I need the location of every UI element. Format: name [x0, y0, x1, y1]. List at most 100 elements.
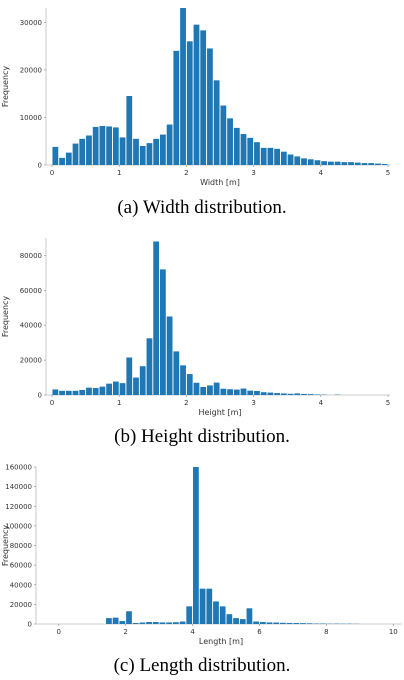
- y-tick-label: 10000: [20, 114, 42, 122]
- histogram-bar: [294, 393, 301, 395]
- histogram-bar: [159, 269, 166, 395]
- histogram-bar: [72, 390, 79, 395]
- histogram-bar: [334, 161, 341, 165]
- length-histogram: 0 2 4 6 8 10 0 20000 40000 60000 80000 100000 120000…: [1, 464, 402, 646]
- histogram-bar: [72, 143, 79, 165]
- histogram-bar: [213, 80, 220, 165]
- histogram-bar: [233, 127, 240, 165]
- histogram-bar: [119, 621, 126, 624]
- histogram-bar: [259, 622, 266, 624]
- histogram-bar: [59, 390, 65, 395]
- histogram-bar: [233, 389, 240, 395]
- x-tick-label: 0: [56, 628, 60, 636]
- histogram-bar: [219, 606, 226, 624]
- histogram-bar: [240, 134, 247, 165]
- histogram-bar: [280, 151, 287, 165]
- histogram-bar: [327, 161, 334, 165]
- histogram-bar: [112, 381, 119, 395]
- histogram-bar: [267, 147, 274, 165]
- histogram-bar: [173, 351, 180, 395]
- y-tick-label: 120000: [5, 503, 32, 511]
- x-tick-label: 2: [184, 399, 188, 407]
- histogram-bar: [294, 156, 301, 165]
- histogram-bar: [92, 388, 99, 395]
- histogram-bar: [146, 143, 153, 165]
- y-tick-label: 160000: [5, 464, 32, 472]
- histogram-bar: [341, 162, 348, 165]
- histogram-bar: [253, 621, 260, 624]
- histogram-bar: [52, 146, 59, 165]
- y-tick-label: 60000: [10, 562, 32, 570]
- histogram-bar: [112, 127, 119, 165]
- x-tick-label: 2: [184, 169, 188, 177]
- x-tick-label: 6: [257, 628, 262, 636]
- histogram-bar: [267, 392, 274, 395]
- histogram-bar: [166, 124, 173, 165]
- histogram-bar: [126, 96, 133, 165]
- histogram-bar: [119, 383, 126, 395]
- y-tick-label: 80000: [20, 252, 42, 260]
- histogram-bar: [173, 50, 180, 166]
- x-tick-label: 8: [324, 628, 328, 636]
- histogram-bar: [133, 138, 139, 165]
- histogram-bar: [133, 377, 139, 395]
- histogram-bar: [206, 588, 213, 624]
- y-tick-label: 80000: [10, 542, 32, 550]
- histogram-bar: [213, 601, 219, 624]
- histogram-bar: [348, 162, 354, 165]
- histogram-bar: [301, 393, 307, 395]
- y-tick-label: 30000: [20, 19, 42, 27]
- histogram-bar: [126, 357, 133, 395]
- histogram-bar: [247, 137, 254, 165]
- histogram-bar: [200, 30, 207, 165]
- caption-width: (a) Width distribution.: [117, 197, 287, 218]
- histogram-bar: [233, 618, 239, 624]
- histogram-bar: [139, 145, 146, 165]
- histogram-bar: [200, 386, 207, 395]
- histogram-bar: [99, 386, 106, 395]
- histogram-bar: [153, 241, 160, 395]
- panel-height: 0 1 2 3 4 5 0 20000 40000 60000 80000 Height [m] Fre…: [0, 228, 404, 448]
- histogram-bar: [139, 366, 146, 395]
- histogram-bar: [307, 394, 314, 395]
- y-tick-label: 20000: [20, 66, 42, 74]
- histogram-bar: [274, 148, 281, 165]
- histogram-bar: [354, 162, 361, 165]
- histogram-bar: [106, 383, 113, 395]
- histogram-bar: [286, 623, 293, 624]
- histogram-bar: [186, 41, 193, 165]
- caption-height: (b) Height distribution.: [114, 426, 290, 447]
- histogram-bar: [166, 316, 173, 395]
- histogram-bar: [166, 622, 173, 624]
- histogram-bar: [193, 24, 200, 165]
- histogram-bar: [260, 147, 267, 165]
- histogram-bar: [86, 135, 92, 165]
- histogram-bar: [280, 393, 287, 395]
- x-tick-label: 4: [190, 628, 195, 636]
- y-tick-label: 20000: [20, 357, 42, 365]
- histogram-bar: [79, 138, 86, 165]
- y-tick-label: 0: [28, 621, 32, 629]
- caption-length: (c) Length distribution.: [113, 655, 291, 676]
- x-tick-label: 5: [386, 169, 390, 177]
- histogram-bar: [139, 622, 146, 624]
- histogram-bar: [220, 105, 227, 165]
- histogram-bar: [152, 622, 159, 624]
- x-tick-label: 10: [389, 628, 398, 636]
- histogram-bar: [207, 385, 213, 395]
- y-axis-label: Frequency: [1, 525, 10, 567]
- width-histogram: 0 1 2 3 4 5 0 10000 20000 30000 Width [m] Frequency: [1, 8, 390, 187]
- histogram-bar: [159, 134, 166, 165]
- x-tick-label: 0: [50, 169, 54, 177]
- histogram-bar: [226, 614, 233, 624]
- histogram-bar: [227, 118, 233, 165]
- x-tick-label: 3: [251, 169, 255, 177]
- histogram-bar: [314, 394, 321, 395]
- x-tick-label: 5: [386, 399, 390, 407]
- histogram-bar: [65, 152, 72, 165]
- histogram-bar: [375, 163, 381, 165]
- histogram-bar: [92, 126, 99, 165]
- panel-width: 0 1 2 3 4 5 0 10000 20000 30000 Width [m] Frequency…: [0, 0, 404, 220]
- histogram-bar: [172, 622, 179, 624]
- x-tick-label: 0: [50, 399, 54, 407]
